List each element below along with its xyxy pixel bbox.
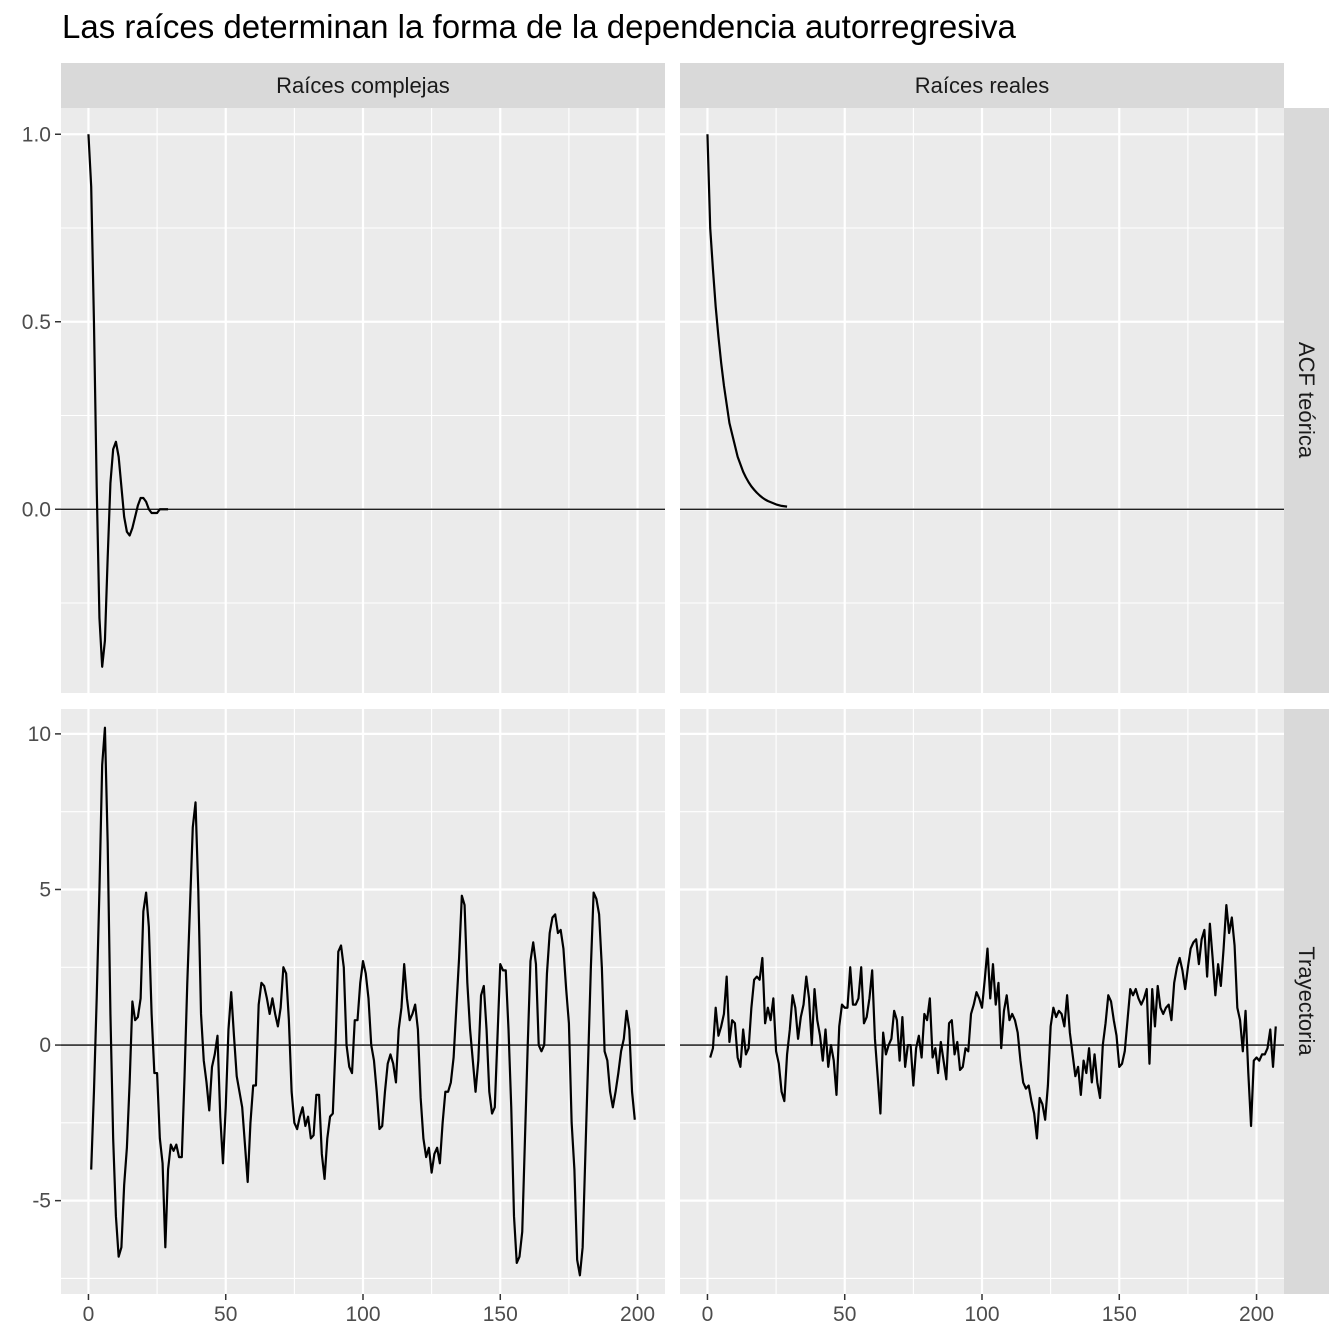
- series-line-trajectory-real: [709, 903, 1277, 1140]
- x-tick-label: 50: [214, 1303, 237, 1326]
- x-tick-label: 150: [1102, 1303, 1137, 1326]
- strip-label-real: Raíces reales: [915, 73, 1050, 98]
- strip-column-complex: [61, 63, 665, 108]
- y-tick-label: 1.0: [22, 123, 51, 146]
- strip-label-complex: Raíces complejas: [276, 73, 450, 98]
- grid-lines: [61, 108, 1284, 1294]
- series-lines: [87, 134, 1277, 1277]
- y-tick-label: 0: [39, 1034, 51, 1057]
- x-tick-label: 100: [345, 1303, 380, 1326]
- x-tick-label: 0: [702, 1303, 714, 1326]
- y-tick-label: 5: [39, 878, 51, 901]
- strip-label-trajectory: Trayectoria: [1294, 946, 1319, 1056]
- strip-column-real: [680, 63, 1284, 108]
- y-tick-label: 0.0: [22, 498, 51, 521]
- x-tick-label: 50: [833, 1303, 856, 1326]
- strip-row-acf: [1284, 108, 1329, 693]
- x-tick-label: 150: [483, 1303, 518, 1326]
- y-tick-label: 0.5: [22, 311, 51, 334]
- y-tick-label: -5: [32, 1190, 51, 1213]
- strip-row-trajectory: [1284, 709, 1329, 1294]
- strip-label-acf: ACF teórica: [1294, 342, 1319, 459]
- series-line-acf-real: [706, 134, 788, 508]
- series-line-acf-complex: [87, 134, 169, 668]
- x-tick-label: 200: [620, 1303, 655, 1326]
- chart-title: Las raíces determinan la forma de la dep…: [62, 8, 1016, 45]
- x-tick-label: 200: [1239, 1303, 1274, 1326]
- x-tick-label: 100: [964, 1303, 999, 1326]
- y-tick-label: 10: [28, 723, 51, 746]
- series-line-trajectory-complex: [90, 726, 636, 1277]
- x-tick-label: 0: [83, 1303, 95, 1326]
